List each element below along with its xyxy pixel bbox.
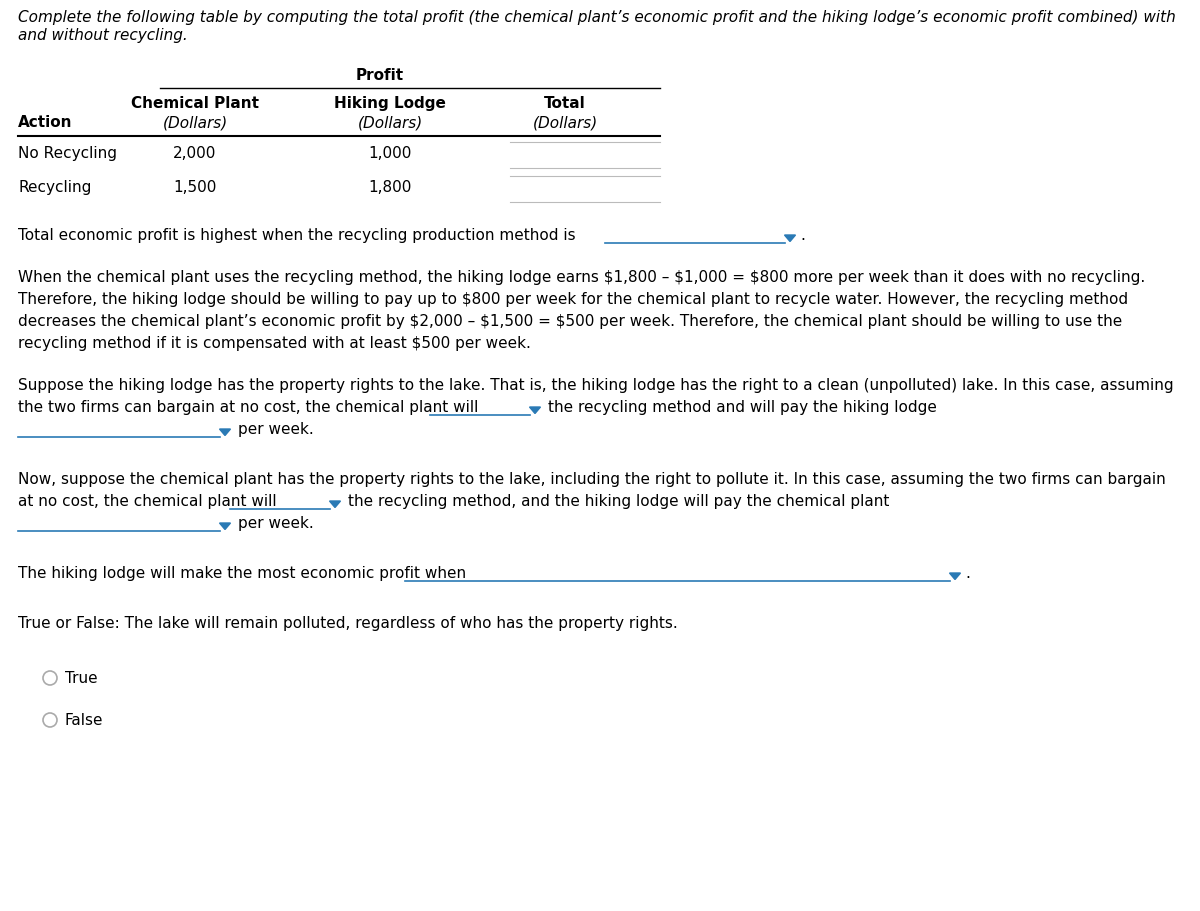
- Text: Now, suppose the chemical plant has the property rights to the lake, including t: Now, suppose the chemical plant has the …: [18, 472, 1165, 487]
- Text: at no cost, the chemical plant will: at no cost, the chemical plant will: [18, 494, 277, 509]
- Text: Therefore, the hiking lodge should be willing to pay up to $800 per week for the: Therefore, the hiking lodge should be wi…: [18, 292, 1128, 307]
- Text: Total economic profit is highest when the recycling production method is: Total economic profit is highest when th…: [18, 228, 576, 243]
- Text: decreases the chemical plant’s economic profit by $2,000 – $1,500 = $500 per wee: decreases the chemical plant’s economic …: [18, 314, 1122, 329]
- Text: (Dollars): (Dollars): [533, 115, 598, 130]
- Text: the recycling method and will pay the hiking lodge: the recycling method and will pay the hi…: [548, 400, 937, 415]
- Text: and without recycling.: and without recycling.: [18, 28, 187, 43]
- Text: .: .: [965, 566, 970, 581]
- Text: False: False: [65, 713, 103, 728]
- Text: Action: Action: [18, 115, 72, 130]
- Text: .: .: [800, 228, 805, 243]
- Text: No Recycling: No Recycling: [18, 146, 118, 161]
- Text: (Dollars): (Dollars): [162, 115, 228, 130]
- Text: True: True: [65, 671, 97, 686]
- Text: 1,500: 1,500: [173, 180, 217, 195]
- Polygon shape: [220, 429, 230, 435]
- Text: the recycling method, and the hiking lodge will pay the chemical plant: the recycling method, and the hiking lod…: [348, 494, 889, 509]
- Text: Hiking Lodge: Hiking Lodge: [334, 96, 446, 111]
- Text: When the chemical plant uses the recycling method, the hiking lodge earns $1,800: When the chemical plant uses the recycli…: [18, 270, 1145, 285]
- Text: per week.: per week.: [238, 516, 313, 531]
- Text: Profit: Profit: [356, 68, 404, 83]
- Text: recycling method if it is compensated with at least $500 per week.: recycling method if it is compensated wi…: [18, 336, 530, 351]
- Text: Total: Total: [544, 96, 586, 111]
- Text: Suppose the hiking lodge has the property rights to the lake. That is, the hikin: Suppose the hiking lodge has the propert…: [18, 378, 1174, 393]
- Text: Complete the following table by computing the total profit (the chemical plant’s: Complete the following table by computin…: [18, 10, 1176, 25]
- Text: The hiking lodge will make the most economic profit when: The hiking lodge will make the most econ…: [18, 566, 466, 581]
- Text: Recycling: Recycling: [18, 180, 91, 195]
- Polygon shape: [220, 523, 230, 529]
- Text: per week.: per week.: [238, 422, 313, 437]
- Text: 2,000: 2,000: [173, 146, 217, 161]
- Polygon shape: [529, 407, 540, 414]
- Text: (Dollars): (Dollars): [358, 115, 422, 130]
- Polygon shape: [330, 501, 341, 507]
- Polygon shape: [949, 573, 960, 579]
- Text: 1,000: 1,000: [368, 146, 412, 161]
- Text: True or False: The lake will remain polluted, regardless of who has the property: True or False: The lake will remain poll…: [18, 616, 678, 631]
- Text: 1,800: 1,800: [368, 180, 412, 195]
- Text: the two firms can bargain at no cost, the chemical plant will: the two firms can bargain at no cost, th…: [18, 400, 479, 415]
- Polygon shape: [785, 235, 796, 241]
- Text: Chemical Plant: Chemical Plant: [131, 96, 259, 111]
